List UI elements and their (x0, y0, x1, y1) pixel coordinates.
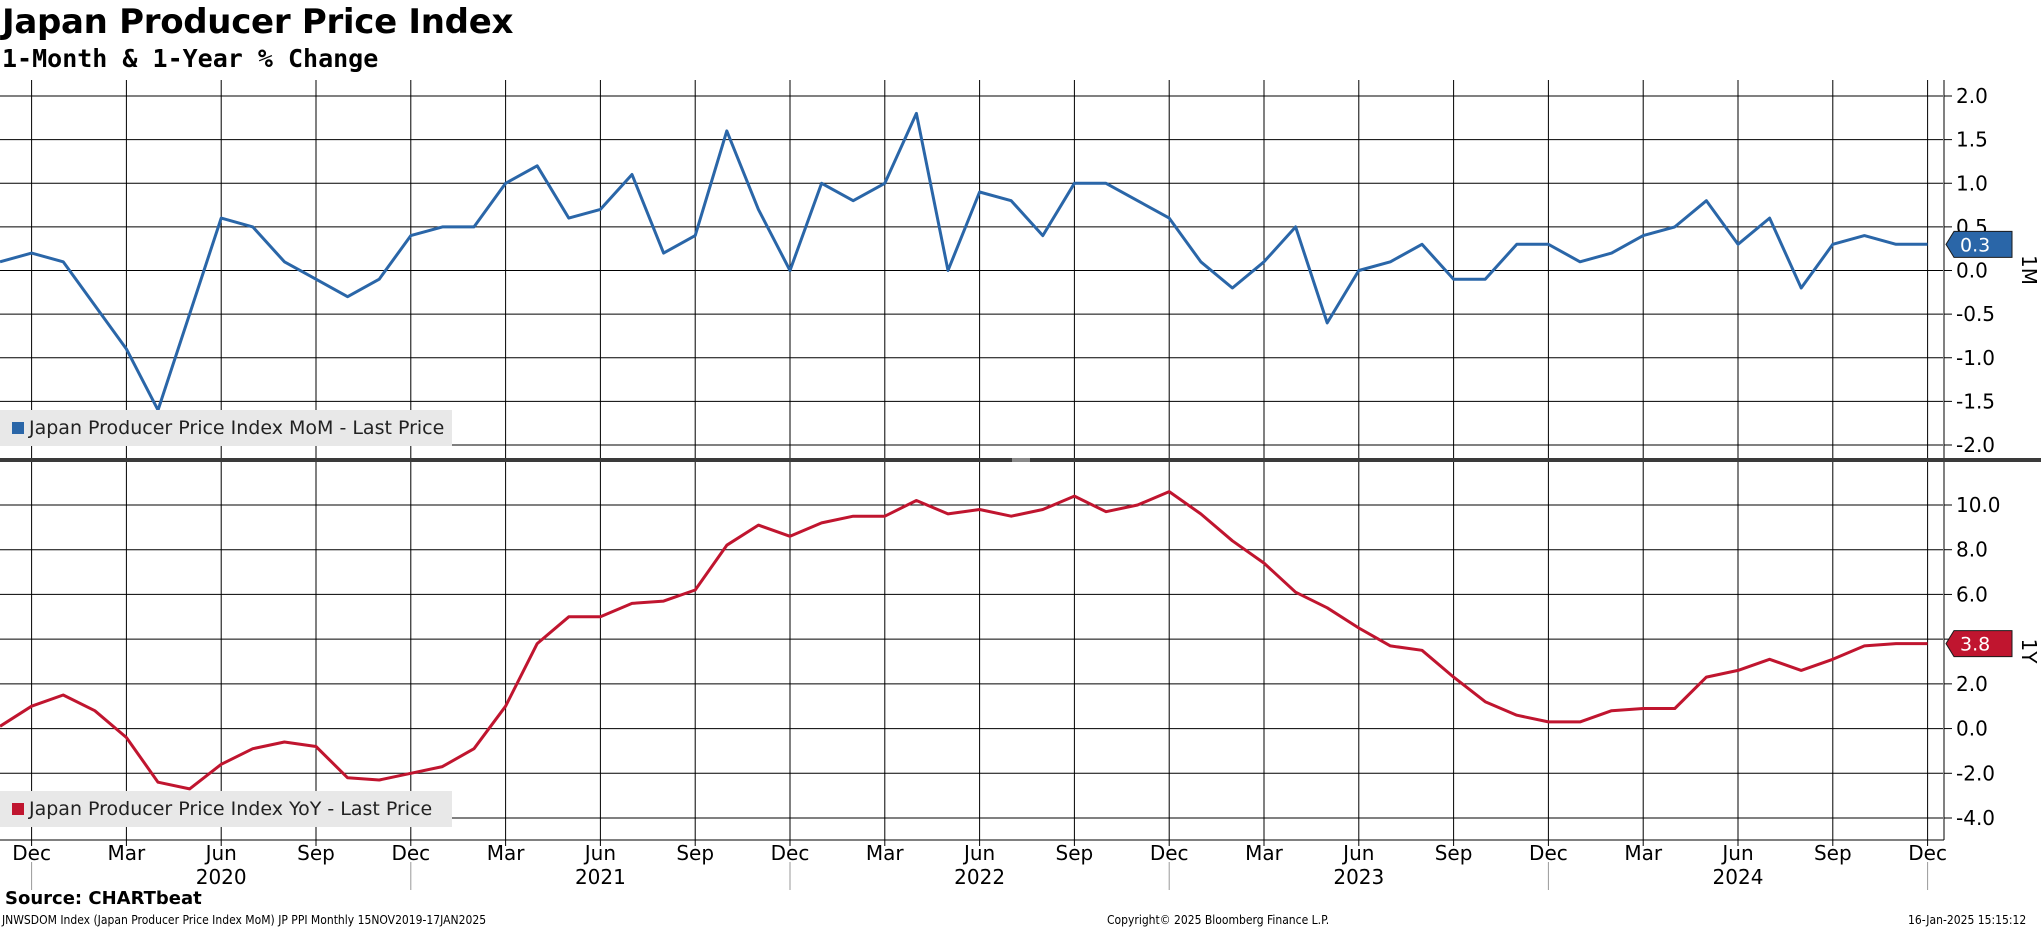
legend-box (0, 410, 452, 446)
y-tick-label: 1.0 (1956, 171, 1988, 195)
series-line-1y (0, 490, 1928, 791)
y-tick-label: 8.0 (1956, 538, 1988, 562)
x-month-label: Mar (1624, 841, 1663, 865)
x-month-label: Mar (487, 841, 526, 865)
x-month-label: Sep (1814, 841, 1852, 865)
last-value-badge-1m (1945, 230, 2013, 258)
chart-title: Japan Producer Price Index (2, 2, 514, 42)
x-month-label: Dec (1529, 841, 1568, 865)
y-tick-label: 10.0 (1956, 493, 2001, 517)
series-line-1m (0, 111, 1928, 412)
legend-swatch (12, 803, 24, 815)
x-month-label: Jun (962, 841, 995, 865)
x-month-label: Jun (204, 841, 237, 865)
copyright-note: Copyright© 2025 Bloomberg Finance L.P. (1107, 913, 1330, 927)
timestamp-note: 16-Jan-2025 15:15:12 (1908, 913, 2027, 927)
x-month-label: Dec (12, 841, 51, 865)
y-tick-label: -1.0 (1956, 346, 1995, 370)
last-value-label: 3.8 (1960, 634, 1990, 656)
y-tick-label: 1.5 (1956, 128, 1988, 152)
y-tick-label: -2.0 (1956, 433, 1995, 457)
x-month-label: Sep (676, 841, 714, 865)
x-month-label: Jun (583, 841, 616, 865)
source-note: Source: CHARTbeat (5, 888, 202, 909)
x-month-label: Mar (108, 841, 147, 865)
legend: Japan Producer Price Index MoM - Last Pr… (0, 410, 452, 446)
x-axis: Dec Mar Jun Sep Dec Mar Jun Sep Dec Mar Jun Sep Dec M… (0, 839, 1947, 890)
x-month-label: Dec (1150, 841, 1189, 865)
x-month-label: Jun (1341, 841, 1374, 865)
x-month-label: Dec (1908, 841, 1947, 865)
x-month-label: Sep (297, 841, 335, 865)
x-year-label: 2022 (954, 865, 1005, 889)
panel-code-label: 1Y (2017, 639, 2041, 665)
y-tick-label: -2.0 (1956, 761, 1995, 785)
x-year-label: 2024 (1713, 865, 1764, 889)
last-value-label: 0.3 (1960, 234, 1990, 256)
y-tick-label: 0.0 (1956, 717, 1988, 741)
x-year-label: 2020 (196, 865, 247, 889)
ticker-note: JNWSDOM Index (Japan Producer Price Inde… (2, 913, 487, 927)
x-month-label: Sep (1435, 841, 1473, 865)
legend-label: Japan Producer Price Index MoM - Last Pr… (28, 417, 444, 439)
x-month-label: Dec (771, 841, 810, 865)
separator-handle (1012, 458, 1030, 462)
chart-subtitle: 1-Month & 1-Year % Change (2, 44, 379, 73)
x-year-label: 2023 (1333, 865, 1384, 889)
legend: Japan Producer Price Index YoY - Last Pr… (0, 791, 452, 827)
legend-box (0, 791, 452, 827)
y-tick-label: 2.0 (1956, 672, 1988, 696)
x-year-label: 2021 (575, 865, 626, 889)
y-tick-label: -0.5 (1956, 302, 1995, 326)
x-month-label: Dec (391, 841, 430, 865)
x-month-label: Mar (866, 841, 905, 865)
legend-swatch (12, 422, 24, 434)
y-tick-label: 0.0 (1956, 259, 1988, 283)
x-month-label: Jun (1720, 841, 1753, 865)
last-value-badge-1y (1945, 630, 2013, 658)
legend-label: Japan Producer Price Index YoY - Last Pr… (28, 798, 432, 820)
x-month-label: Mar (1245, 841, 1284, 865)
y-tick-label: 6.0 (1956, 582, 1988, 606)
panel-code-label: 1M (2017, 255, 2041, 285)
panel-1m: 2.01.51.00.50.0-0.5-1.0-1.5-2.00.31MJapa… (0, 80, 2041, 460)
y-tick-label: -1.5 (1956, 389, 1995, 413)
y-tick-label: 2.0 (1956, 84, 1988, 108)
x-month-label: Sep (1056, 841, 1094, 865)
y-tick-label: -4.0 (1956, 806, 1995, 830)
